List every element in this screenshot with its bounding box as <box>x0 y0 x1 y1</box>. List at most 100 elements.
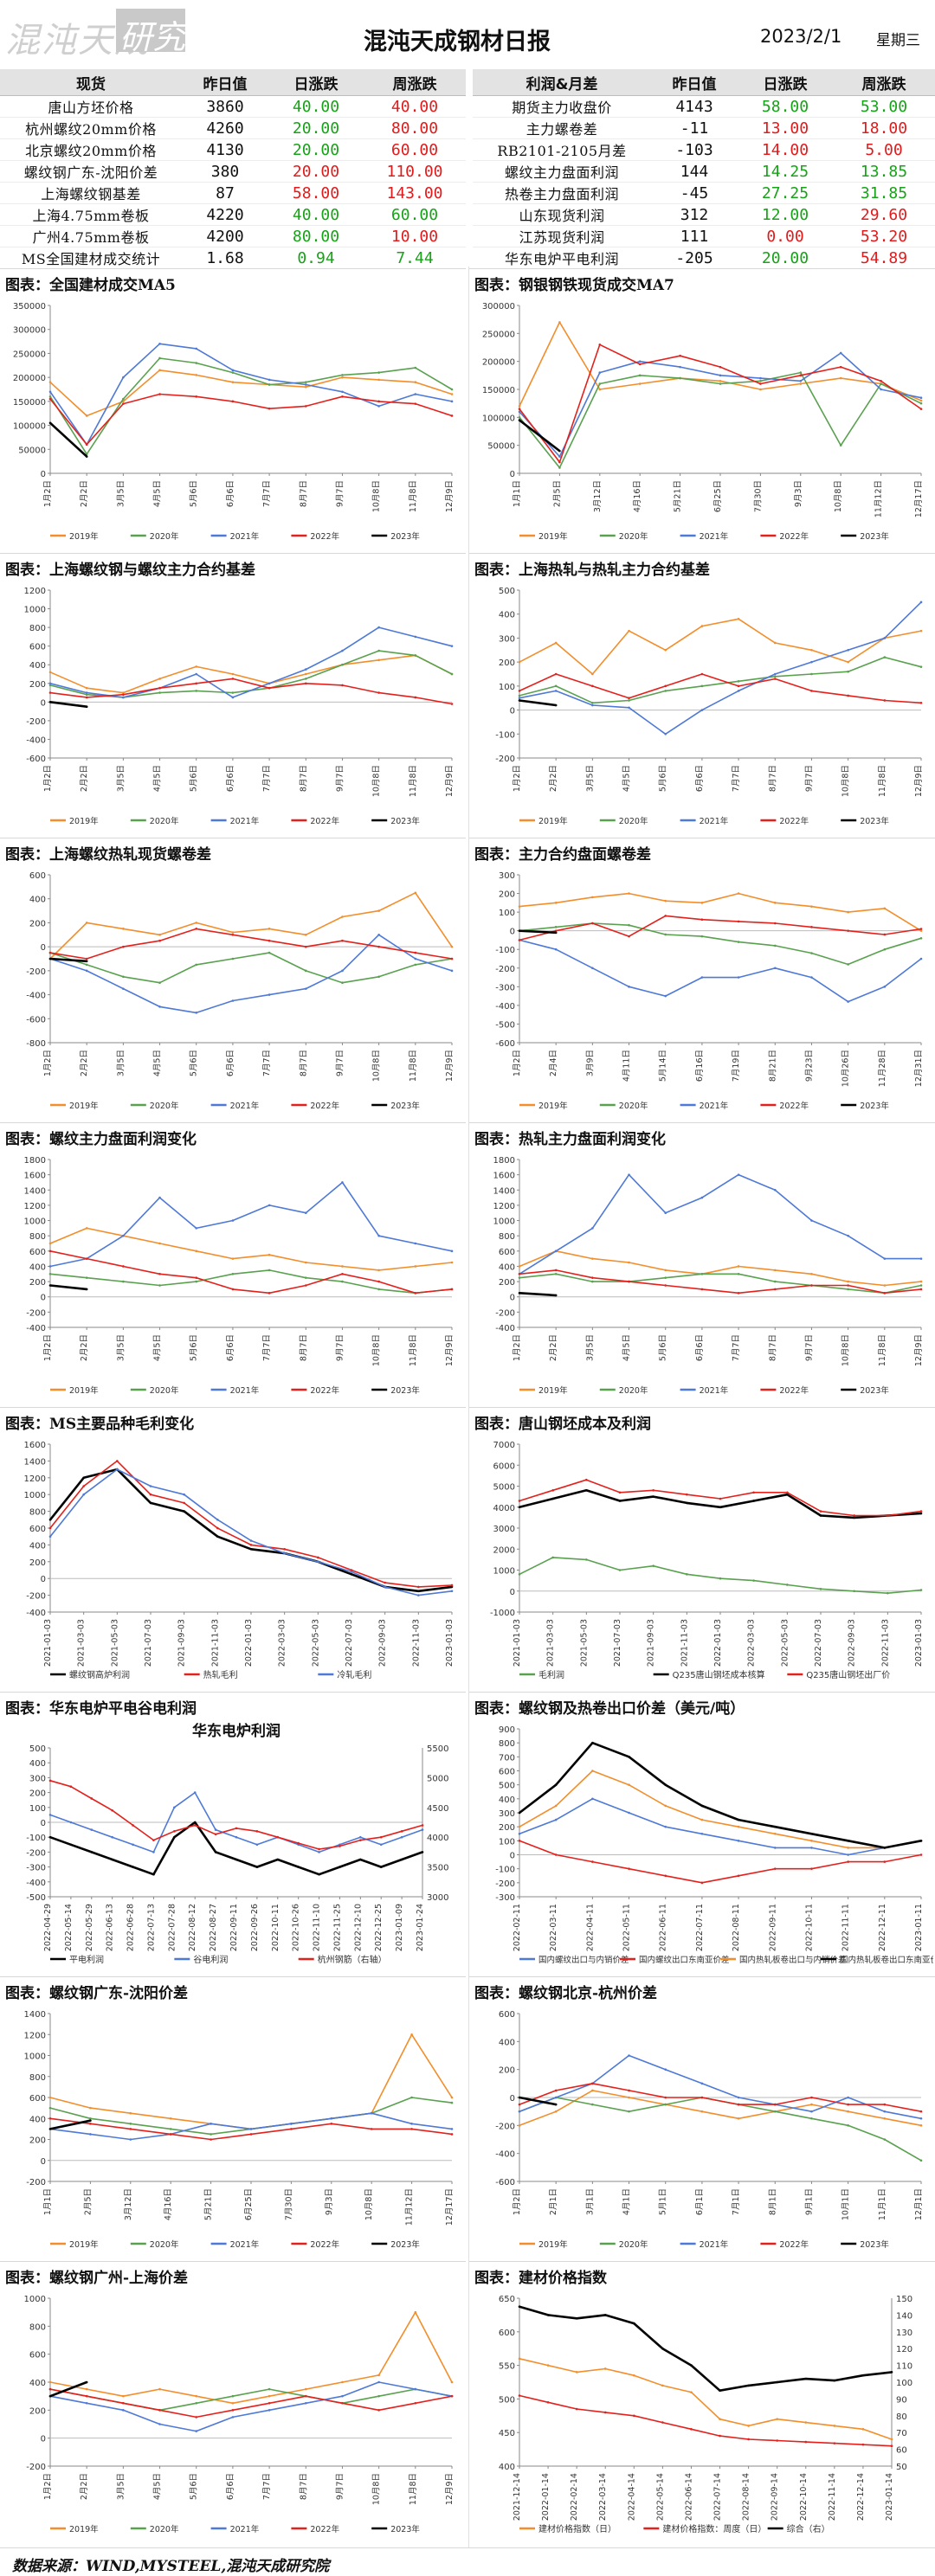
data-point <box>48 701 52 703</box>
data-point <box>883 933 887 936</box>
data-point <box>400 1830 403 1833</box>
column-header: 周涨跌 <box>833 69 935 96</box>
y-tick-label: 200000 <box>13 374 46 383</box>
data-point <box>664 994 667 998</box>
y2-tick-label: 90 <box>896 2395 907 2405</box>
y-tick-label: 200 <box>499 1823 515 1833</box>
y-tick-label: -200 <box>26 1308 46 1318</box>
x-tick-label: 11月8日 <box>409 2473 418 2505</box>
data-point <box>919 2117 923 2120</box>
data-point <box>591 2103 594 2106</box>
data-point <box>417 1590 420 1593</box>
data-point <box>255 1843 259 1847</box>
y-tick-label: 300 <box>499 1809 515 1819</box>
data-point <box>69 1785 73 1789</box>
data-point <box>810 1867 813 1870</box>
y-tick-label: 200 <box>499 1278 515 1288</box>
data-point <box>598 371 602 374</box>
table-row: RB2101-2105月差 -103 14.00 5.00 <box>473 138 935 161</box>
data-point <box>661 2421 664 2424</box>
y-tick-label: 300 <box>499 871 515 881</box>
data-point <box>664 2096 667 2099</box>
y2-tick-label: 150 <box>896 2295 912 2304</box>
y-tick-label: 250000 <box>13 350 46 359</box>
chart-title: 图表：螺纹主力盘面利润变化 <box>5 1131 197 1148</box>
x-tick-label: 2月4日 <box>549 1050 558 1076</box>
data-point <box>48 2394 52 2398</box>
data-point <box>231 2416 235 2419</box>
x-tick-label: 7月7日 <box>732 765 741 792</box>
table-row: 期货主力收盘价 4143 58.00 53.00 <box>473 95 935 118</box>
row-value: 4143 <box>651 95 738 118</box>
data-point <box>377 691 380 694</box>
series-line <box>519 2097 922 2162</box>
y-tick-label: 250000 <box>482 330 515 339</box>
data-point <box>518 419 521 421</box>
data-point <box>276 1835 280 1839</box>
data-point <box>839 444 842 446</box>
data-point <box>85 922 88 924</box>
legend-label: 2022年 <box>310 531 339 542</box>
y-tick-label: -200 <box>495 1879 515 1889</box>
data-point <box>633 2374 635 2377</box>
legend-label: 2022年 <box>779 531 809 542</box>
row-value: -103 <box>651 138 738 161</box>
legend-item: 2020年 <box>599 816 648 826</box>
x-tick-label: 7月7日 <box>262 765 272 792</box>
y-tick-label: 800 <box>29 1232 46 1242</box>
y-tick-label: 500 <box>499 1782 515 1791</box>
y-tick-label: 100000 <box>13 422 46 432</box>
x-tick-label: 5月1日 <box>659 2188 668 2215</box>
x-tick-label: 4月5日 <box>622 1334 632 1361</box>
data-point <box>195 395 198 398</box>
data-point <box>193 1824 197 1827</box>
x-tick-label: 2022-05-11 <box>622 1904 632 1951</box>
y-tick-label: 600 <box>499 2010 515 2020</box>
data-point <box>48 390 52 394</box>
x-tick-label: 11月8日 <box>409 765 418 797</box>
data-point <box>847 1840 849 1842</box>
data-point <box>618 1569 622 1571</box>
y-tick-label: 400 <box>499 1795 515 1805</box>
x-tick-label: 12月9日 <box>445 765 455 797</box>
data-point <box>195 1280 198 1283</box>
data-point <box>231 691 235 694</box>
y-tick-label: 400 <box>499 1262 515 1272</box>
data-point <box>341 376 344 379</box>
data-point <box>377 945 380 948</box>
data-point <box>575 2316 578 2320</box>
legend-label: 谷电利润 <box>193 1954 228 1965</box>
series-line <box>519 1173 921 1275</box>
x-tick-label: 8月7日 <box>768 1334 777 1361</box>
data-point <box>268 2409 271 2412</box>
x-tick-label: 8月7日 <box>299 1050 308 1076</box>
data-point <box>231 400 235 403</box>
x-tick-label: 2023-01-09 <box>395 1904 404 1951</box>
legend-item: 2023年 <box>371 816 420 826</box>
legend-item: 2023年 <box>371 1385 420 1396</box>
data-point <box>585 1558 588 1561</box>
data-point <box>518 697 521 700</box>
y2-tick-label: 110 <box>896 2362 912 2372</box>
data-point <box>85 686 88 690</box>
data-point <box>216 1535 219 1538</box>
row-value: 4260 <box>182 117 268 139</box>
data-point <box>799 371 803 374</box>
data-point <box>919 601 923 604</box>
x-tick-label: 2月5日 <box>552 480 562 507</box>
data-point <box>268 939 271 942</box>
data-point <box>122 397 125 401</box>
y-tick-label: -500 <box>26 1893 46 1903</box>
data-point <box>810 1284 813 1287</box>
data-point <box>883 637 887 639</box>
y-tick-label: 1000 <box>493 1567 515 1577</box>
series-line <box>519 929 557 935</box>
data-point <box>847 929 849 932</box>
series-line <box>49 1227 453 1271</box>
legend-label: 2020年 <box>619 1101 648 1111</box>
data-point <box>210 2138 212 2141</box>
data-point <box>628 892 630 895</box>
y-tick-label: 1800 <box>493 1156 515 1166</box>
y-tick-label: 300000 <box>482 302 515 312</box>
spot-table-header: 现货 昨日值 日涨跌 周涨跌 <box>0 69 466 96</box>
